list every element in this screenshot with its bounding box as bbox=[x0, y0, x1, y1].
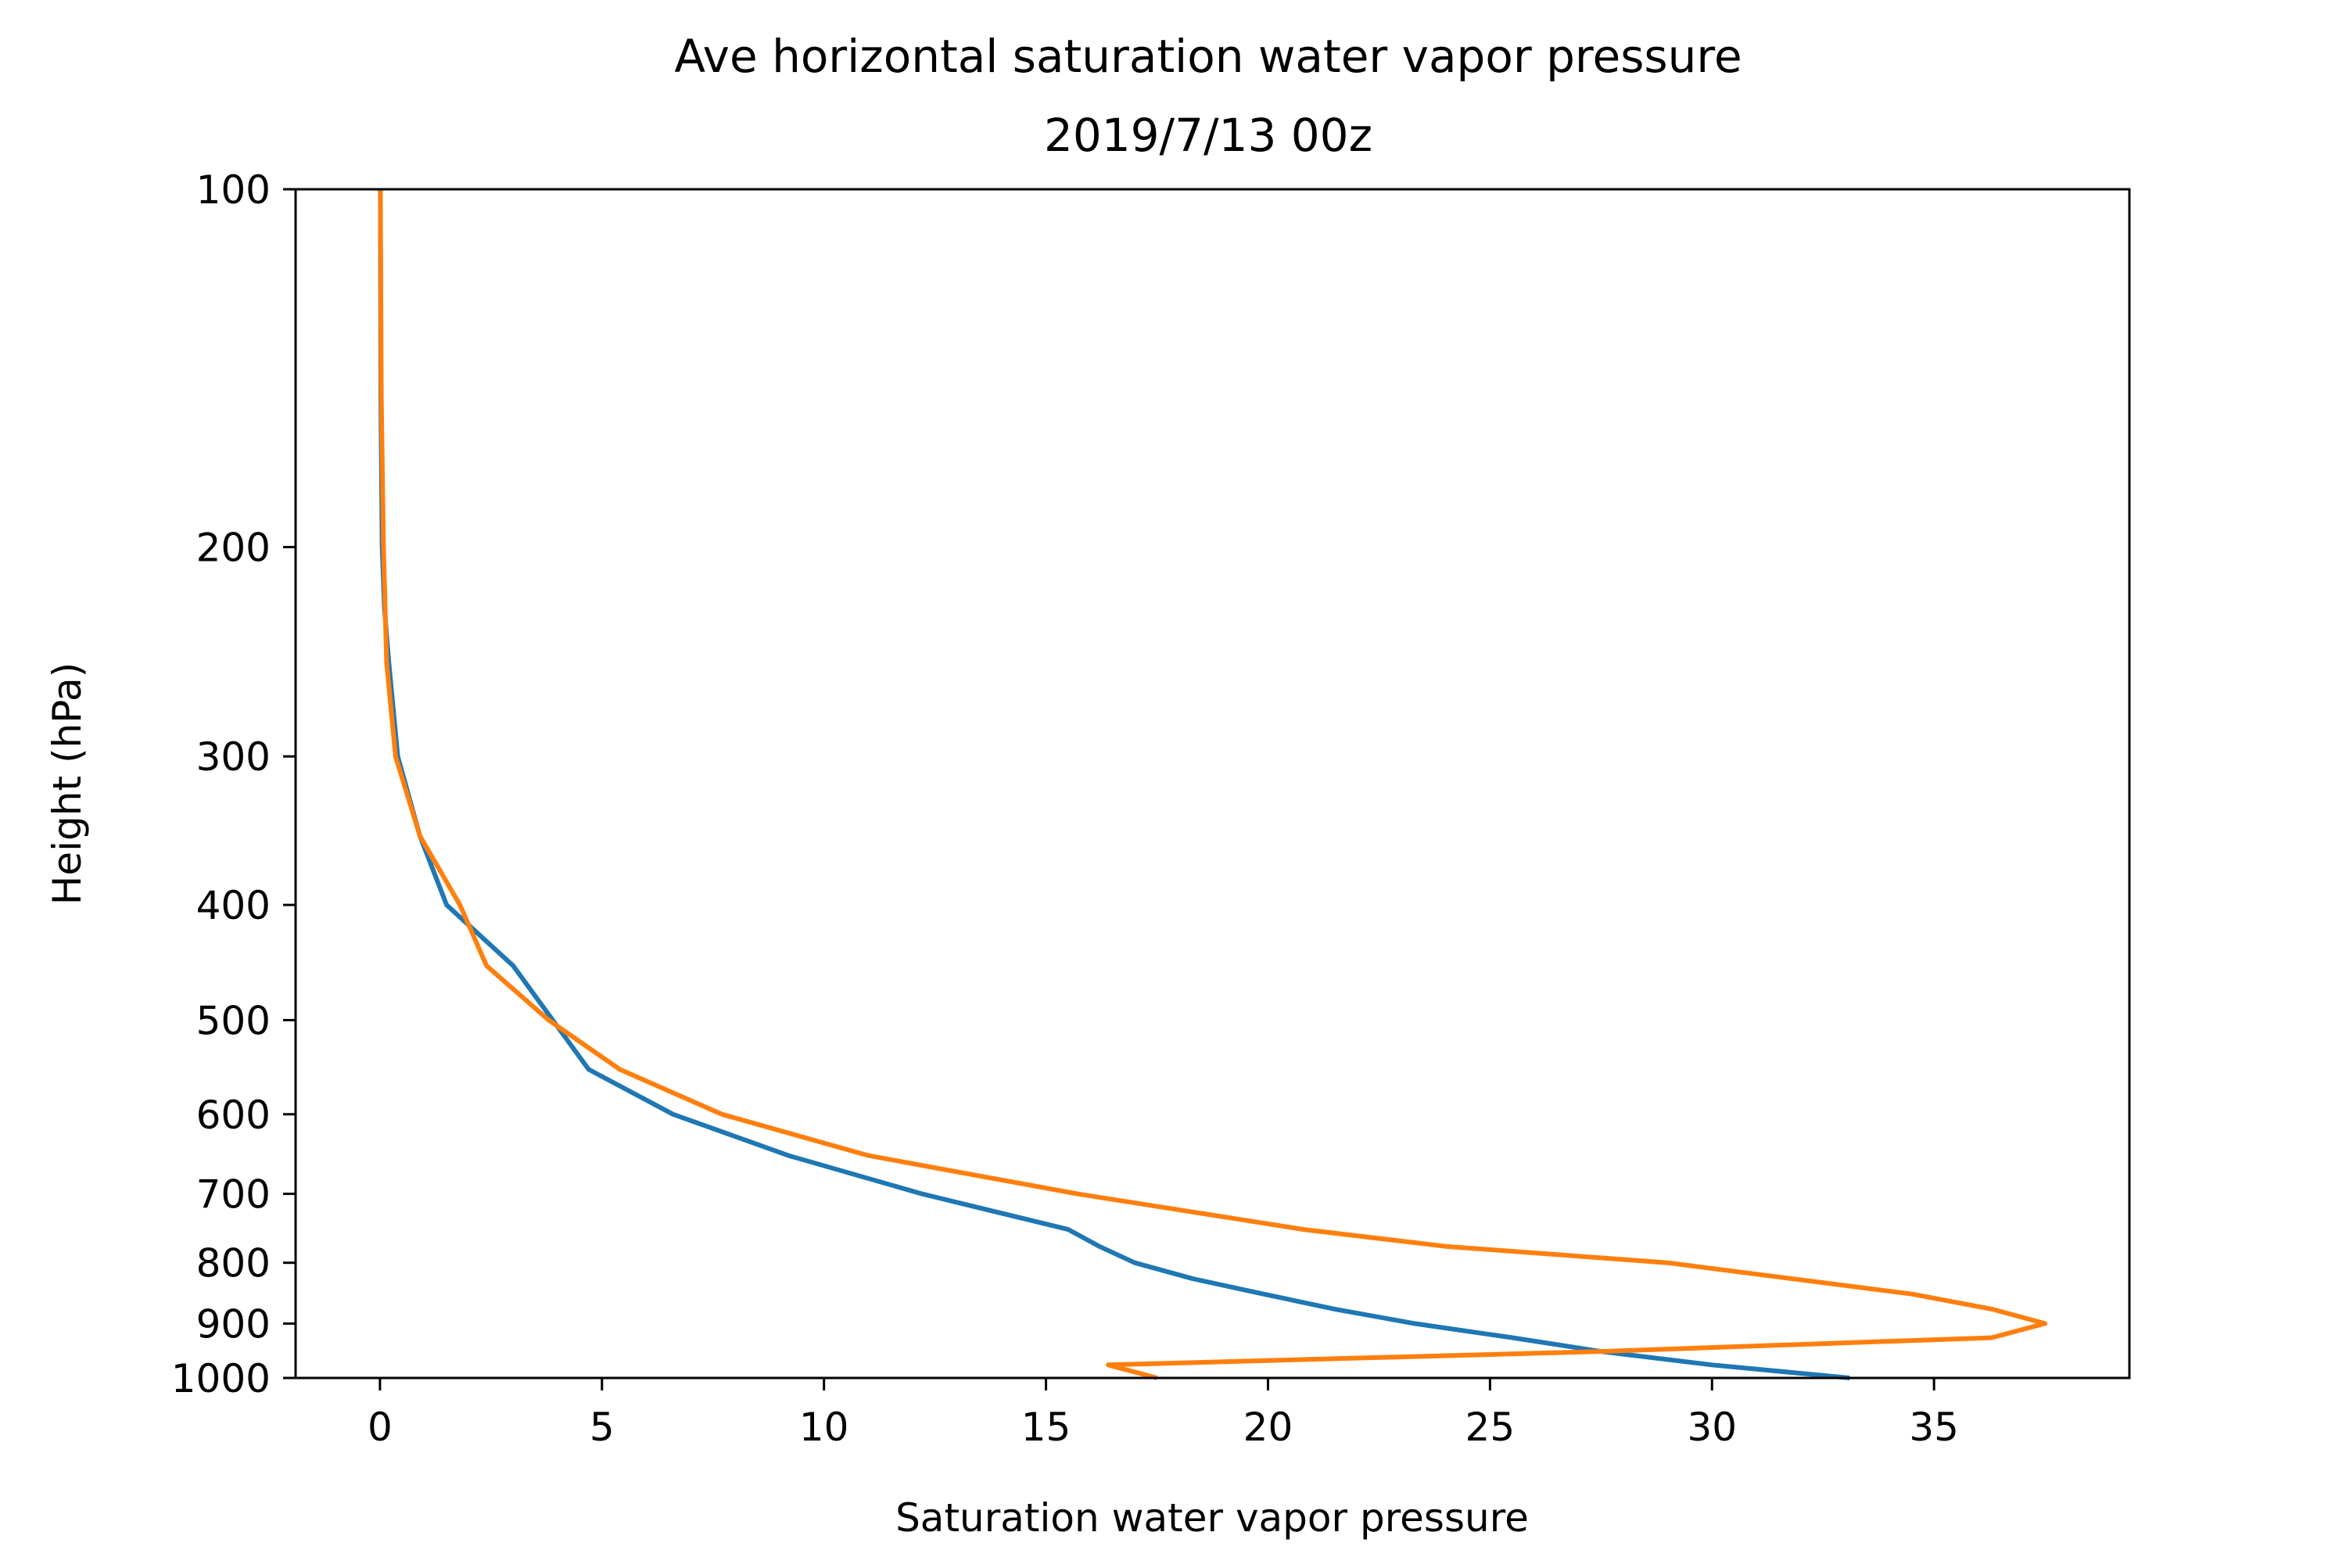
series-line-2 bbox=[378, 188, 2048, 1380]
y-tick-label: 800 bbox=[196, 1241, 271, 1286]
series-layer bbox=[378, 188, 2048, 1380]
x-tick-label: 25 bbox=[1465, 1405, 1516, 1450]
y-tick-label: 600 bbox=[196, 1093, 271, 1138]
x-tick-label: 20 bbox=[1243, 1405, 1293, 1450]
chart-title: Ave horizontal saturation water vapor pr… bbox=[674, 30, 1742, 83]
y-tick-label: 700 bbox=[196, 1172, 271, 1218]
x-tick-label: 5 bbox=[590, 1405, 615, 1450]
y-axis-ticks: 100 200 300 400 500 600 700 800 900 1000 bbox=[171, 167, 296, 1401]
y-tick-label: 200 bbox=[196, 526, 271, 571]
x-tick-label: 10 bbox=[799, 1405, 849, 1450]
y-tick-label: 400 bbox=[196, 883, 271, 928]
y-tick-label: 1000 bbox=[171, 1356, 271, 1401]
chart-subtitle: 2019/7/13 00z bbox=[1044, 109, 1372, 162]
y-tick-label: 300 bbox=[196, 734, 271, 780]
plot-frame bbox=[294, 188, 2131, 1380]
y-axis-label: Height (hPa) bbox=[45, 662, 90, 905]
y-tick-label: 900 bbox=[196, 1301, 271, 1347]
x-axis-label: Saturation water vapor pressure bbox=[895, 1495, 1529, 1541]
x-tick-label: 0 bbox=[368, 1405, 393, 1450]
x-tick-label: 15 bbox=[1021, 1405, 1071, 1450]
x-axis-ticks: 0 5 10 15 20 25 30 35 bbox=[368, 1378, 1959, 1450]
x-tick-label: 35 bbox=[1909, 1405, 1959, 1450]
x-tick-label: 30 bbox=[1687, 1405, 1737, 1450]
y-tick-label: 100 bbox=[196, 167, 271, 213]
y-tick-label: 500 bbox=[196, 998, 271, 1043]
